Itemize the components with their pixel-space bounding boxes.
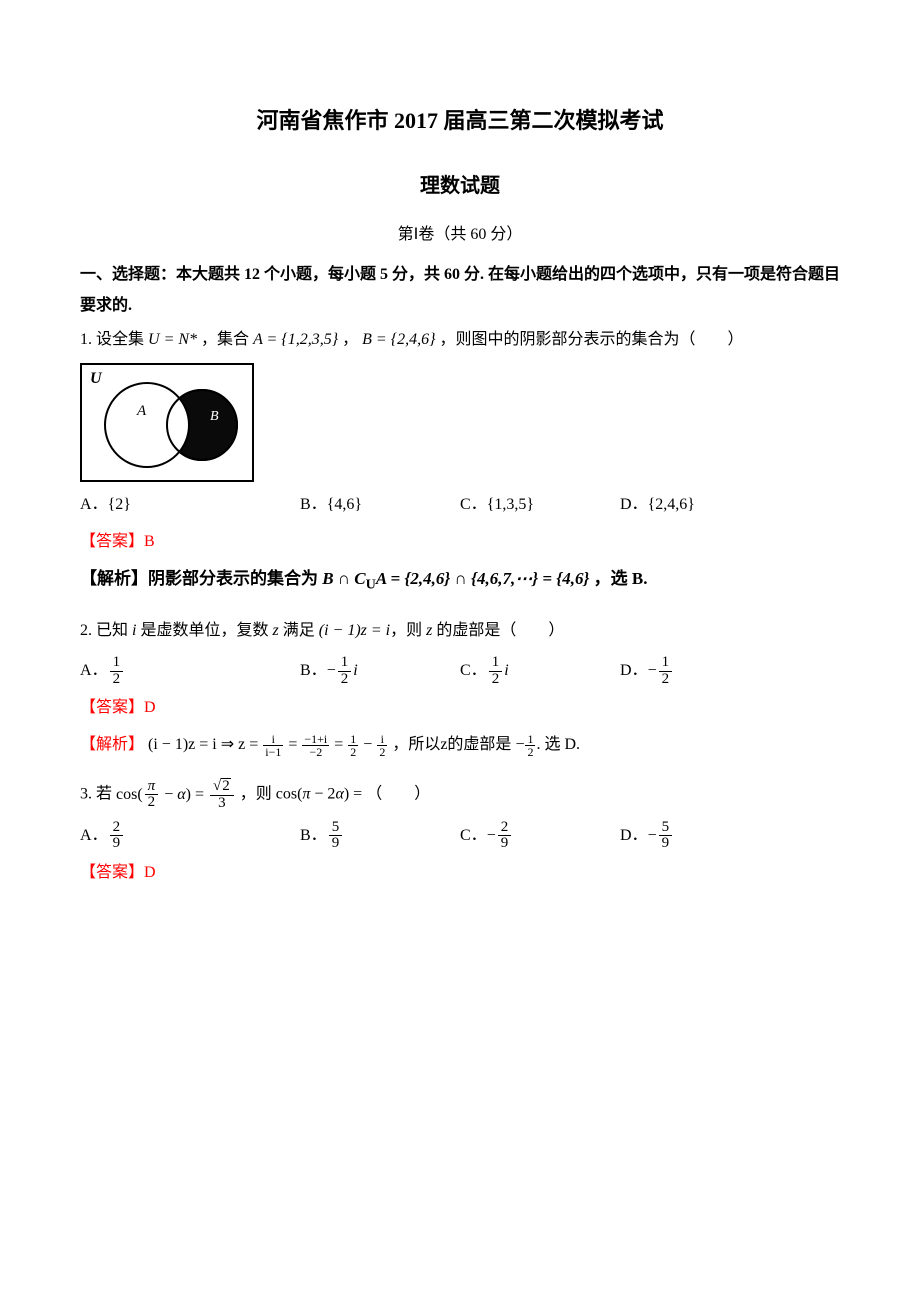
venn-circle-a [105,383,189,467]
q1-u: U = N* [148,331,197,348]
q3-cos1: cos(π2 − α) = √23 [116,786,236,803]
q1-analysis-pre: 【解析】阴影部分表示的集合为 [80,569,318,588]
q2-opt-b: B．−12i [300,655,460,688]
q1-analysis-math: B ∩ CUA = {2,4,6} ∩ {4,6,7,⋯} = {4,6} [322,569,589,588]
q2-options: A．12 B．−12i C．12i D．−12 [80,655,840,688]
q2-answer: 【答案】D [80,693,840,723]
q3-opt-c: C．−29 [460,820,620,853]
page-title: 河南省焦作市 2017 届高三第二次模拟考试 [80,100,840,142]
q3-answer: 【答案】D [80,858,840,888]
q1-opt-c: C．{1,3,5} [460,490,620,520]
q2-analysis-math: (i − 1)z = i ⇒ z = ii−1 = −1+i−2 = 12 − … [148,736,388,753]
q2-opt-c: C．12i [460,655,620,688]
q2-analysis-mid: ，所以z的虚部是 [392,736,511,753]
section-instructions: 一、选择题：本大题共 12 个小题，每小题 5 分，共 60 分. 在每小题给出… [80,260,840,321]
q2-analysis-end: . 选 D. [536,736,580,753]
q2-eq: (i − 1)z = i [319,622,390,639]
q1-stem: 1. 设全集 U = N* ，集合 A = {1,2,3,5} ， B = {2… [80,325,840,355]
q1-venn-diagram: U A B [80,363,254,482]
q1-opt-b: B．{4,6} [300,490,460,520]
q1-pre: 1. 设全集 [80,331,148,348]
q2-mid1: 是虚数单位，复数 [136,622,272,639]
q1-b: B = {2,4,6} [362,331,435,348]
q1-opt-d: D．{2,4,6} [620,490,780,520]
section-head: 第Ⅰ卷（共 60 分） [80,220,840,250]
venn-label-b: B [210,409,219,424]
page-subtitle: 理数试题 [80,167,840,205]
q1-analysis-post: ，选 B. [594,569,648,588]
q3-mid: ，则 [240,786,276,803]
q2-pre: 2. 已知 [80,622,132,639]
q2-mid2: 满足 [279,622,319,639]
q1-mid2: ， [342,331,358,348]
q3-opt-b: B．59 [300,820,460,853]
q3-options: A．29 B．59 C．−29 D．−59 [80,820,840,853]
q2-analysis-frac: −12 [515,736,536,753]
q2-opt-a: A．12 [80,655,300,688]
q3-stem: 3. 若 cos(π2 − α) = √23 ，则 cos(π − 2α) = … [80,778,840,812]
q2-stem: 2. 已知 i 是虚数单位，复数 z 满足 (i − 1)z = i，则 z 的… [80,616,840,646]
q1-analysis: 【解析】阴影部分表示的集合为 B ∩ CUA = {2,4,6} ∩ {4,6,… [80,563,840,598]
q3-post: （ ） [366,786,430,803]
q1-answer: 【答案】B [80,527,840,557]
venn-label-a: A [136,403,147,419]
q2-mid3: ，则 [390,622,426,639]
q1-post: ，则图中的阴影部分表示的集合为（ ） [440,331,744,348]
q3-pre: 3. 若 [80,786,116,803]
q3-cos2: cos(π − 2α) = [276,786,366,803]
q3-opt-a: A．29 [80,820,300,853]
q1-a: A = {1,2,3,5} [253,331,338,348]
q2-analysis-label: 【解析】 [80,736,144,753]
q2-analysis: 【解析】 (i − 1)z = i ⇒ z = ii−1 = −1+i−2 = … [80,730,840,760]
q3-opt-d: D．−59 [620,820,780,853]
venn-label-u: U [90,370,103,387]
q1-opt-a: A．{{2}2} [80,490,300,520]
q2-post: 的虚部是（ ） [432,622,564,639]
q1-mid1: ，集合 [201,331,253,348]
q1-options: A．{{2}2} B．{4,6} C．{1,3,5} D．{2,4,6} [80,490,840,520]
q2-opt-d: D．−12 [620,655,780,688]
